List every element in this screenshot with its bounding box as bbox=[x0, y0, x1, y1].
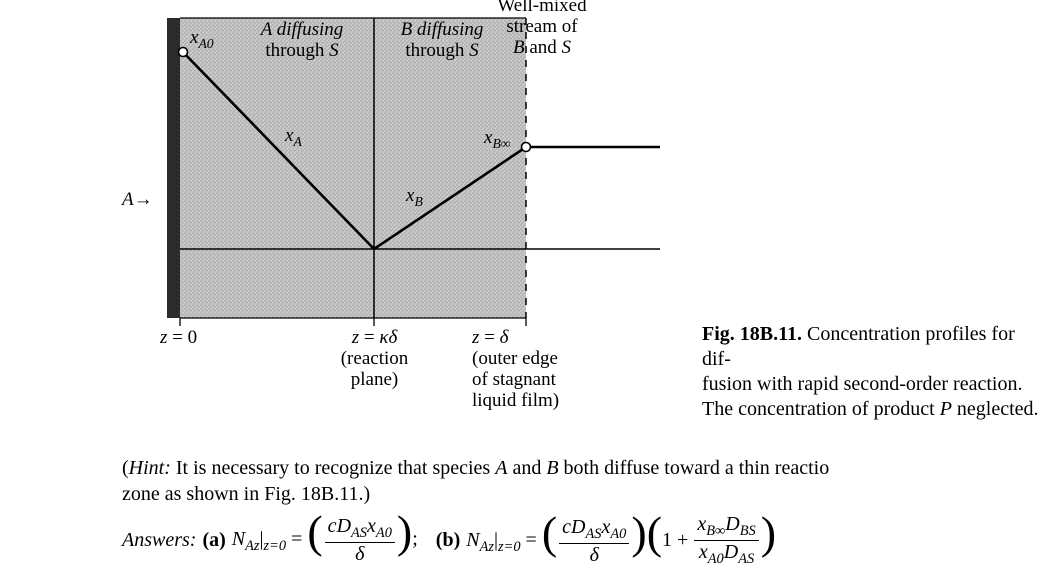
xA0-marker bbox=[179, 48, 188, 57]
label-xA0: xA0 bbox=[190, 28, 214, 51]
label-A-arrow: A→ bbox=[122, 190, 153, 211]
label-zd: z = δ (outer edge of stagnant liquid fil… bbox=[472, 328, 592, 412]
text: Well-mixed bbox=[497, 0, 586, 16]
text: z = δ bbox=[472, 327, 508, 348]
text: stream of bbox=[506, 16, 577, 37]
figure-area: A→ xA0 xA xB xB∞ A diffusing through S B… bbox=[0, 0, 680, 440]
part-b-eq: NAz|z=0 = ( cDASxA0 δ )( 1 + xB∞DBS xA0D… bbox=[466, 514, 776, 567]
text: B and S bbox=[513, 37, 571, 58]
text: A diffusing bbox=[261, 19, 344, 40]
xBinf-marker bbox=[522, 143, 531, 152]
label-xA: xA bbox=[285, 126, 302, 149]
caption-figno: Fig. 18B.11. bbox=[702, 323, 802, 345]
label-A-through-S: A diffusing through S bbox=[238, 20, 366, 62]
text: z = κδ bbox=[352, 327, 398, 348]
stagnant-film-region bbox=[180, 18, 526, 318]
label-z0: z = 0 bbox=[160, 328, 197, 349]
label-xB: xB bbox=[406, 186, 423, 209]
label-well-mixed: Well-mixed stream of B and S bbox=[472, 0, 612, 59]
text: (outer edge bbox=[472, 348, 558, 369]
part-b-label: (b) bbox=[436, 529, 460, 552]
label-zkd: z = κδ (reaction plane) bbox=[322, 328, 427, 391]
page-root: A→ xA0 xA xB xB∞ A diffusing through S B… bbox=[0, 0, 1048, 578]
wall bbox=[167, 18, 180, 318]
text: B diffusing bbox=[401, 19, 484, 40]
text: plane) bbox=[351, 369, 398, 390]
label-xBinf: xB∞ bbox=[484, 128, 511, 151]
part-a-eq: NAz|z=0 = ( cDASxA0 δ ); bbox=[232, 516, 418, 565]
answers-line: Answers: (a) NAz|z=0 = ( cDASxA0 δ ); (b… bbox=[122, 514, 1042, 567]
text: through S bbox=[265, 40, 338, 61]
figure-caption: Fig. 18B.11. Concentration profiles for … bbox=[702, 322, 1042, 422]
part-a-label: (a) bbox=[202, 529, 225, 552]
text: of stagnant bbox=[472, 369, 556, 390]
hint-text: (Hint: It is necessary to recognize that… bbox=[122, 455, 1042, 507]
text: through S bbox=[405, 40, 478, 61]
answers-label: Answers: bbox=[122, 529, 196, 552]
text: liquid film) bbox=[472, 390, 559, 411]
text: (reaction bbox=[341, 348, 409, 369]
